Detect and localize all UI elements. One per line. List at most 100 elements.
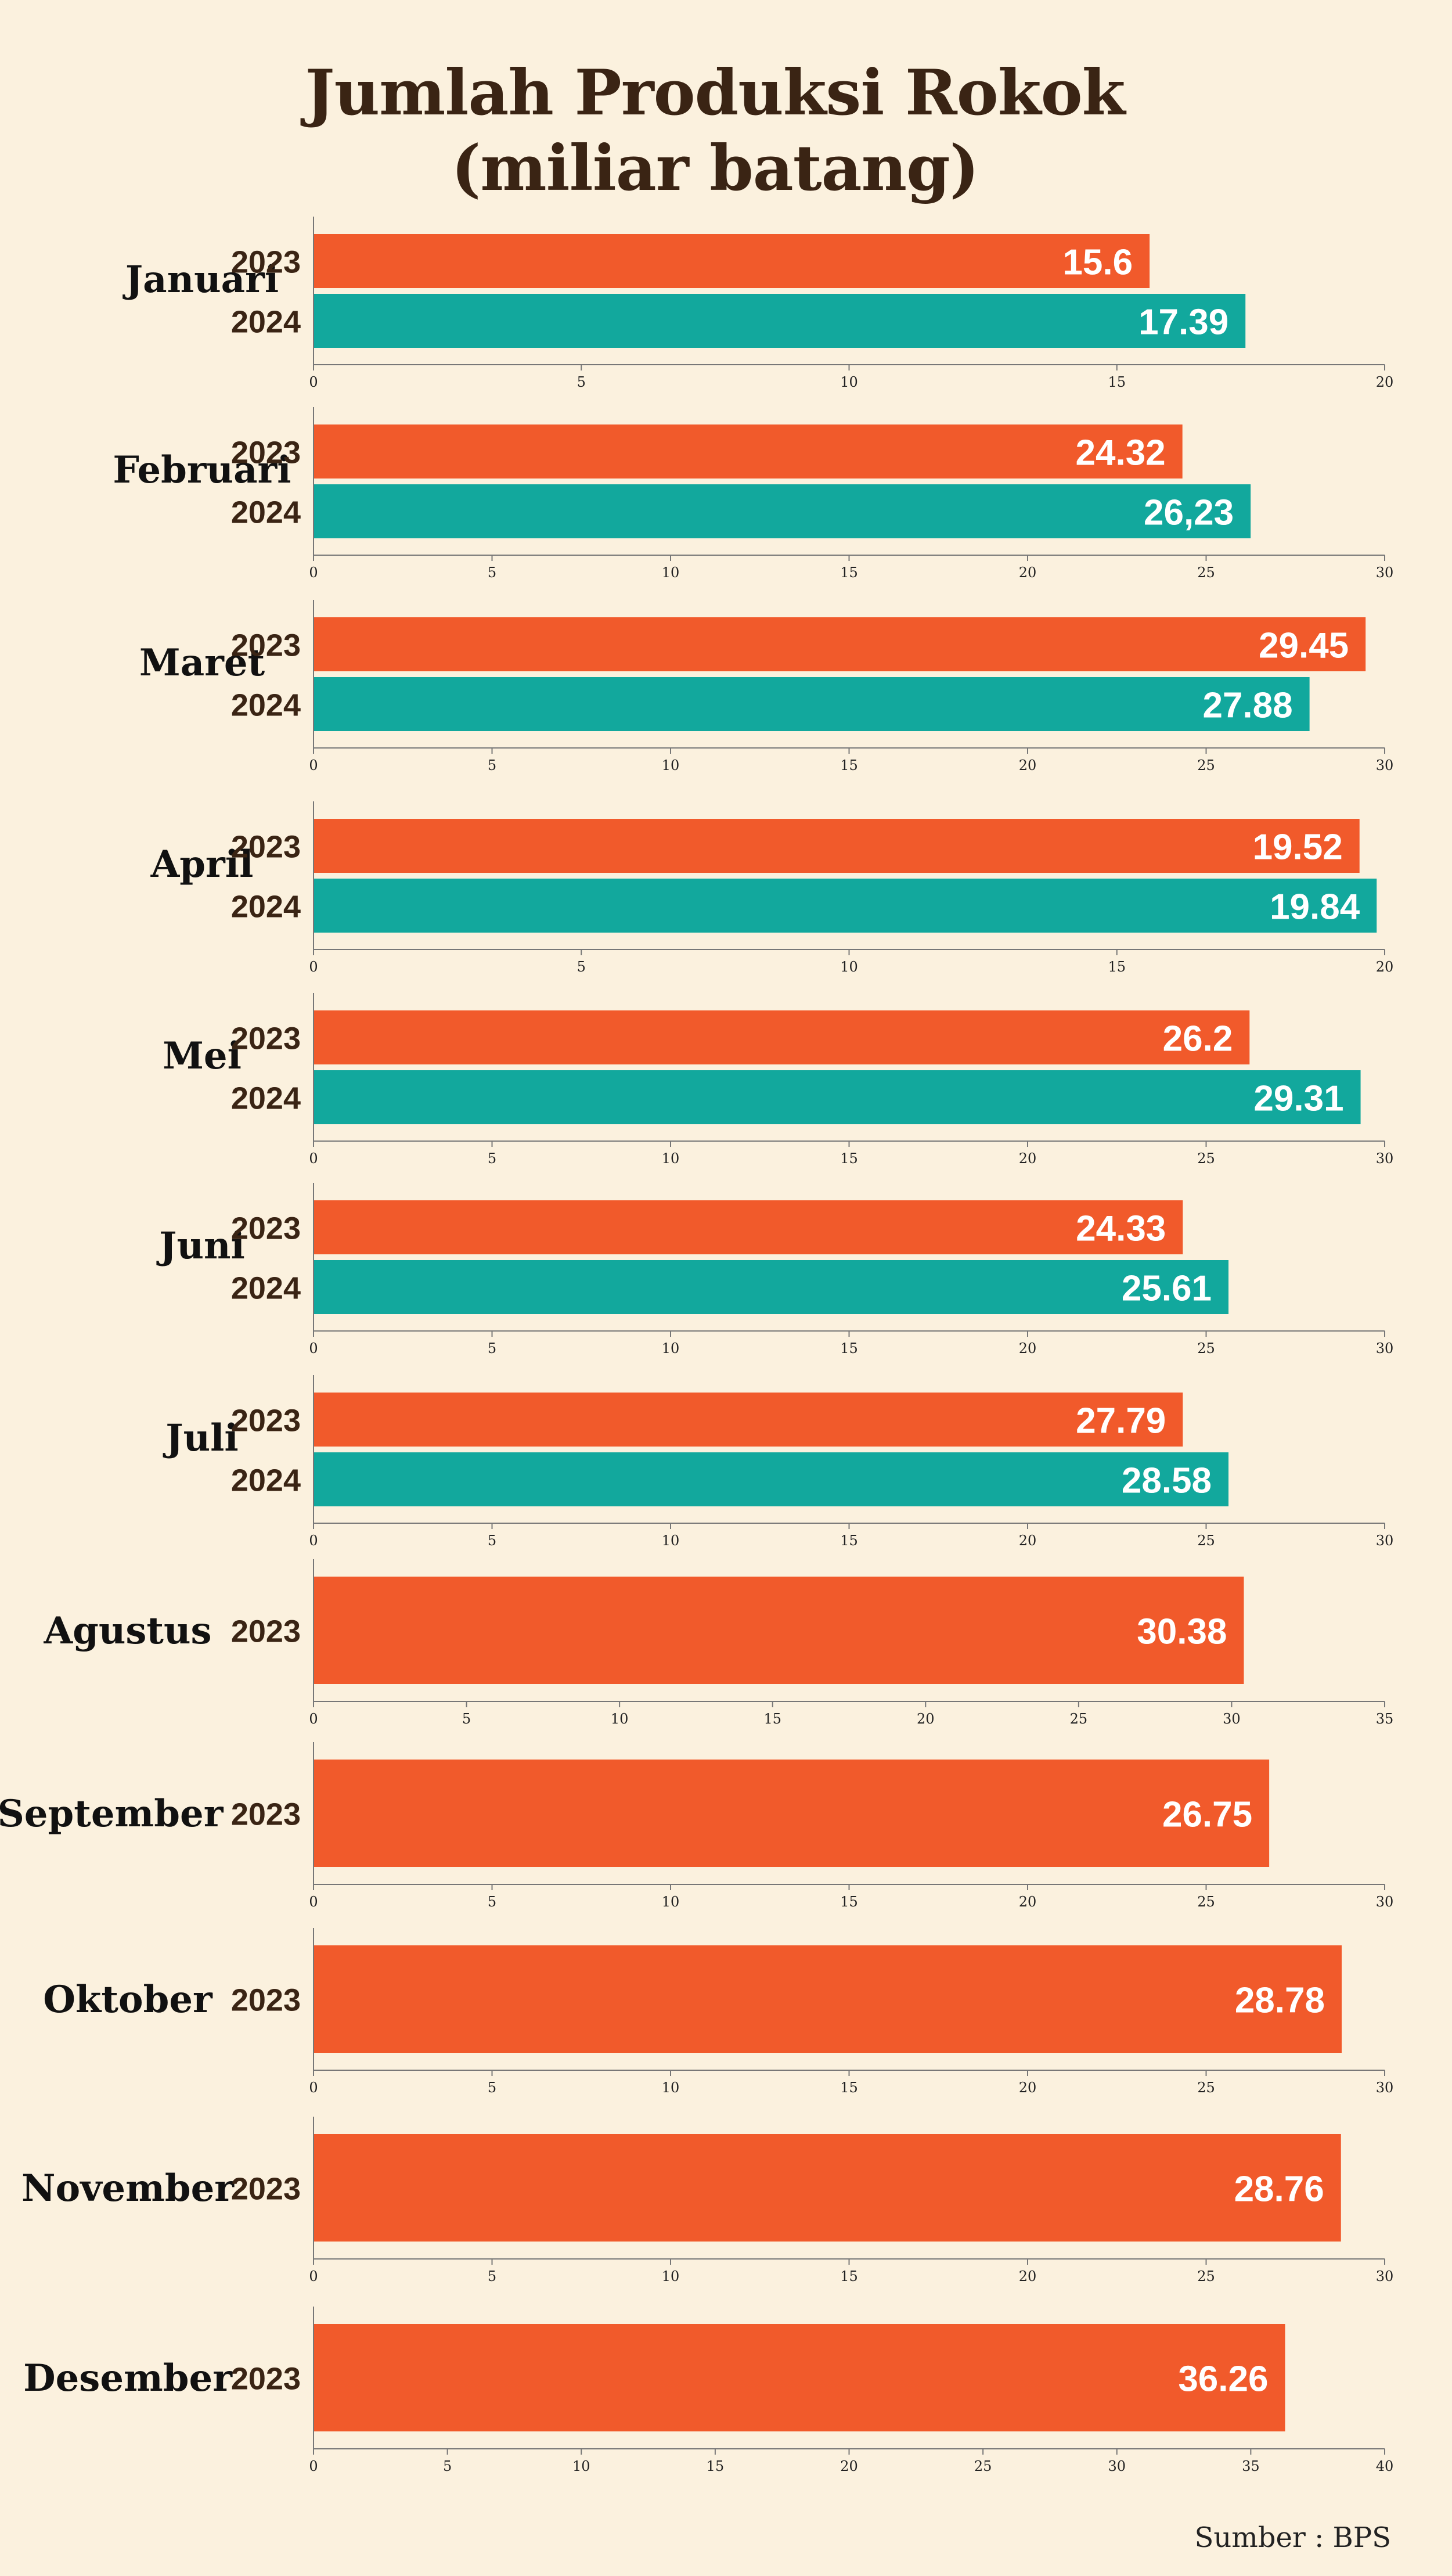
x-tick-label: 15 — [840, 757, 858, 773]
year-label-juni-2024: 2024 — [231, 1271, 301, 1306]
year-label-april-2023: 2023 — [231, 830, 301, 865]
month-label-februari: Februari — [113, 448, 291, 492]
x-tick-label: 10 — [662, 1150, 680, 1167]
value-label-mei-2023: 26.2 — [1163, 1019, 1233, 1059]
x-tick-label: 10 — [662, 2079, 680, 2096]
month-label-oktober: Oktober — [43, 1978, 213, 2021]
year-label-februari-2024: 2024 — [231, 495, 301, 530]
bar-november-2023 — [314, 2134, 1341, 2242]
x-tick-label: 5 — [488, 564, 496, 581]
bar-agustus-2023 — [314, 1577, 1244, 1684]
x-tick-label: 25 — [1197, 1532, 1215, 1549]
value-label-juli-2023: 27.79 — [1076, 1401, 1166, 1441]
x-tick-label: 15 — [707, 2458, 725, 2474]
month-label-maret: Maret — [139, 641, 265, 685]
month-label-juli: Juli — [163, 1416, 238, 1460]
x-tick-label: 10 — [662, 1894, 680, 1910]
x-tick-label: 20 — [1019, 757, 1037, 773]
x-tick-label: 40 — [1376, 2458, 1394, 2474]
value-label-juli-2024: 28.58 — [1122, 1461, 1212, 1501]
x-tick-label: 15 — [840, 1150, 858, 1167]
x-tick-label: 0 — [309, 959, 318, 975]
x-tick-label: 20 — [1376, 374, 1394, 390]
chart-title: Jumlah Produksi Rokok (miliar batang) — [0, 55, 1430, 206]
x-tick-label: 15 — [840, 2079, 858, 2096]
x-tick-label: 0 — [309, 1150, 318, 1167]
value-label-oktober-2023: 28.78 — [1235, 1981, 1325, 2021]
x-tick-label: 15 — [840, 564, 858, 581]
x-tick-label: 0 — [309, 2458, 318, 2474]
value-label-november-2023: 28.76 — [1234, 2170, 1324, 2210]
bar-maret-2023 — [314, 617, 1366, 671]
year-label-april-2024: 2024 — [231, 890, 301, 924]
year-label-juli-2023: 2023 — [231, 1404, 301, 1438]
year-label-oktober-2023: 2023 — [231, 1983, 301, 2018]
bar-juli-2023 — [314, 1393, 1183, 1447]
bar-januari-2024 — [314, 294, 1246, 348]
x-tick-label: 25 — [1070, 1711, 1088, 1727]
month-label-januari: Januari — [122, 258, 279, 301]
x-tick-label: 20 — [1019, 1532, 1037, 1549]
value-label-maret-2024: 27.88 — [1202, 686, 1292, 726]
year-label-januari-2024: 2024 — [231, 305, 301, 340]
x-tick-label: 20 — [1019, 1894, 1037, 1910]
year-label-mei-2023: 2023 — [231, 1021, 301, 1056]
bar-juni-2024 — [314, 1260, 1229, 1314]
month-label-agustus: Agustus — [43, 1609, 211, 1653]
x-tick-label: 20 — [1376, 959, 1394, 975]
x-tick-label: 20 — [1019, 2268, 1037, 2284]
x-tick-label: 15 — [840, 2268, 858, 2284]
x-tick-label: 25 — [1197, 1340, 1215, 1357]
value-label-februari-2023: 24.32 — [1076, 433, 1166, 473]
year-label-maret-2024: 2024 — [231, 688, 301, 723]
year-label-februari-2023: 2023 — [231, 436, 301, 470]
x-tick-label: 5 — [462, 1711, 471, 1727]
year-label-agustus-2023: 2023 — [231, 1614, 301, 1649]
x-tick-label: 15 — [763, 1711, 781, 1727]
x-tick-label: 15 — [840, 1340, 858, 1357]
x-tick-label: 20 — [840, 2458, 858, 2474]
x-tick-label: 5 — [488, 2079, 496, 2096]
x-tick-label: 0 — [309, 1340, 318, 1357]
title-line-2: (miliar batang) — [451, 132, 979, 205]
x-tick-label: 0 — [309, 564, 318, 581]
x-tick-label: 20 — [1019, 564, 1037, 581]
bar-september-2023 — [314, 1760, 1270, 1867]
x-tick-label: 25 — [1197, 564, 1215, 581]
x-tick-label: 10 — [572, 2458, 590, 2474]
bar-oktober-2023 — [314, 1945, 1342, 2053]
x-tick-label: 25 — [1197, 1150, 1215, 1167]
month-label-mei: Mei — [163, 1034, 242, 1078]
x-tick-label: 20 — [1019, 2079, 1037, 2096]
x-tick-label: 0 — [309, 2079, 318, 2096]
x-tick-label: 35 — [1242, 2458, 1260, 2474]
x-tick-label: 10 — [840, 959, 858, 975]
x-tick-label: 20 — [917, 1711, 935, 1727]
bar-april-2023 — [314, 819, 1360, 873]
year-label-mei-2024: 2024 — [231, 1081, 301, 1116]
x-tick-label: 25 — [974, 2458, 992, 2474]
x-tick-label: 20 — [1019, 1150, 1037, 1167]
year-label-juli-2024: 2024 — [231, 1463, 301, 1498]
x-tick-label: 0 — [309, 2268, 318, 2284]
x-tick-label: 15 — [1108, 374, 1126, 390]
x-tick-label: 10 — [840, 374, 858, 390]
bar-maret-2024 — [314, 677, 1310, 731]
x-tick-label: 10 — [662, 2268, 680, 2284]
bar-mei-2024 — [314, 1070, 1361, 1124]
x-tick-label: 10 — [662, 1340, 680, 1357]
x-tick-label: 30 — [1376, 2079, 1394, 2096]
x-tick-label: 5 — [488, 2268, 496, 2284]
x-tick-label: 30 — [1376, 1340, 1394, 1357]
x-tick-label: 25 — [1197, 2079, 1215, 2096]
x-tick-label: 30 — [1376, 1532, 1394, 1549]
value-label-juni-2024: 25.61 — [1122, 1269, 1212, 1309]
x-tick-label: 5 — [488, 1150, 496, 1167]
bar-juni-2023 — [314, 1200, 1183, 1254]
x-tick-label: 30 — [1376, 757, 1394, 773]
bar-februari-2024 — [314, 484, 1251, 538]
value-label-juni-2023: 24.33 — [1076, 1209, 1166, 1249]
month-label-november: November — [21, 2167, 235, 2210]
x-tick-label: 10 — [662, 757, 680, 773]
